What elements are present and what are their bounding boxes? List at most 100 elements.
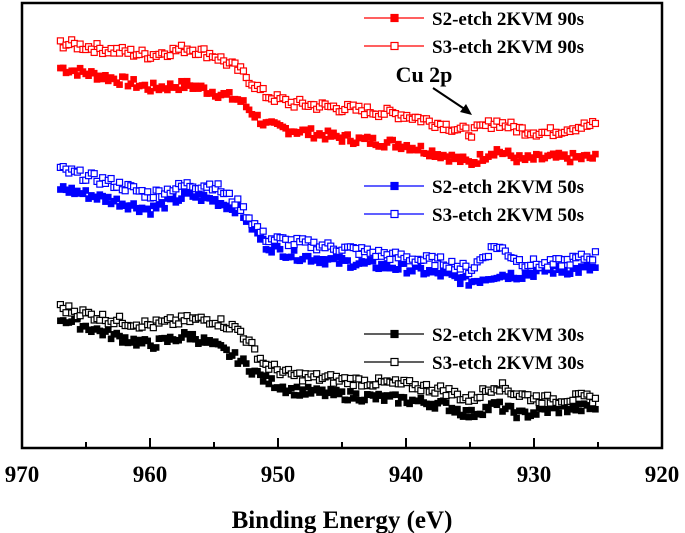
data-point — [479, 411, 487, 419]
data-point — [521, 408, 529, 416]
x-tick-label: 940 — [389, 462, 424, 487]
data-point — [288, 384, 295, 392]
data-point — [324, 127, 332, 135]
data-point — [130, 76, 137, 83]
data-point — [467, 133, 476, 141]
data-point — [344, 131, 351, 138]
annotation-arrowhead — [460, 104, 472, 115]
data-point — [90, 48, 98, 57]
series-0 — [57, 64, 599, 168]
data-point — [82, 187, 90, 194]
data-point — [304, 383, 312, 391]
annotation-arrow — [432, 87, 467, 111]
data-point — [338, 388, 346, 395]
legend-label: S3-etch 2KVM 50s — [432, 205, 584, 226]
data-point — [279, 383, 287, 391]
data-point — [530, 273, 537, 280]
x-tick-label: 920 — [645, 462, 680, 487]
data-point — [296, 392, 304, 399]
data-point — [178, 195, 185, 202]
data-point — [304, 131, 312, 139]
data-point — [116, 332, 123, 340]
legend-label: S3-etch 2KVM 90s — [432, 37, 584, 58]
data-point — [276, 245, 284, 253]
data-point — [456, 280, 464, 288]
data-point — [268, 375, 275, 382]
data-point — [591, 248, 600, 256]
data-point — [591, 119, 600, 128]
data-point — [99, 192, 106, 200]
data-point — [532, 392, 540, 400]
data-point — [344, 396, 351, 404]
data-point — [310, 238, 318, 246]
legend-label: S3-etch 2KVM 30s — [432, 353, 584, 374]
data-point — [158, 199, 166, 206]
data-point — [302, 391, 309, 398]
data-point — [459, 413, 467, 420]
data-point — [405, 377, 414, 385]
data-point — [428, 147, 436, 155]
data-point — [259, 378, 267, 385]
data-point — [386, 255, 394, 264]
data-point — [240, 97, 247, 104]
data-point — [518, 124, 526, 132]
data-point — [389, 136, 396, 144]
data-point — [90, 170, 98, 178]
data-marks — [56, 36, 600, 422]
data-point — [366, 140, 374, 147]
data-point — [538, 399, 546, 407]
data-point — [395, 400, 402, 407]
data-point — [578, 407, 585, 415]
series-4 — [57, 315, 599, 422]
data-point — [442, 399, 450, 406]
data-point — [223, 346, 230, 354]
data-point — [454, 274, 461, 281]
data-point — [234, 195, 242, 203]
data-point — [395, 266, 402, 273]
data-point — [166, 52, 174, 60]
data-point — [65, 302, 73, 310]
data-point — [544, 409, 551, 416]
data-point — [431, 261, 439, 270]
data-point — [257, 371, 264, 379]
data-point — [392, 391, 399, 398]
data-point — [465, 413, 473, 421]
data-point — [226, 89, 233, 96]
data-point — [102, 71, 109, 79]
data-point — [259, 227, 267, 235]
data-point — [462, 406, 470, 414]
data-point — [175, 86, 182, 94]
data-point — [510, 409, 518, 416]
data-point — [369, 134, 377, 142]
data-point — [417, 142, 425, 150]
annotation-cu-2p: Cu 2p — [396, 62, 453, 87]
data-point — [164, 86, 171, 94]
data-point — [592, 150, 599, 158]
data-point — [113, 195, 121, 203]
data-point — [217, 315, 225, 323]
data-point — [242, 360, 250, 367]
data-point — [177, 41, 186, 49]
x-ticks: 970 960 950 940 930 920 — [5, 438, 680, 487]
legend-marker — [390, 181, 399, 191]
data-point — [268, 248, 275, 256]
data-point — [462, 124, 470, 132]
data-point — [572, 406, 580, 414]
data-point — [344, 257, 351, 264]
data-point — [144, 188, 152, 196]
data-point — [490, 151, 498, 159]
legend: S2-etch 2KVM 90s S3-etch 2KVM 90s S2-etch … — [364, 9, 584, 374]
data-point — [513, 414, 520, 422]
data-point — [130, 335, 137, 343]
data-point — [161, 204, 168, 212]
data-point — [558, 262, 566, 270]
data-point — [549, 270, 557, 277]
data-point — [121, 73, 129, 81]
data-point — [288, 253, 295, 261]
data-point — [127, 45, 135, 53]
data-point — [265, 380, 273, 388]
data-point — [318, 386, 326, 394]
data-point — [152, 344, 160, 351]
data-point — [242, 73, 250, 82]
